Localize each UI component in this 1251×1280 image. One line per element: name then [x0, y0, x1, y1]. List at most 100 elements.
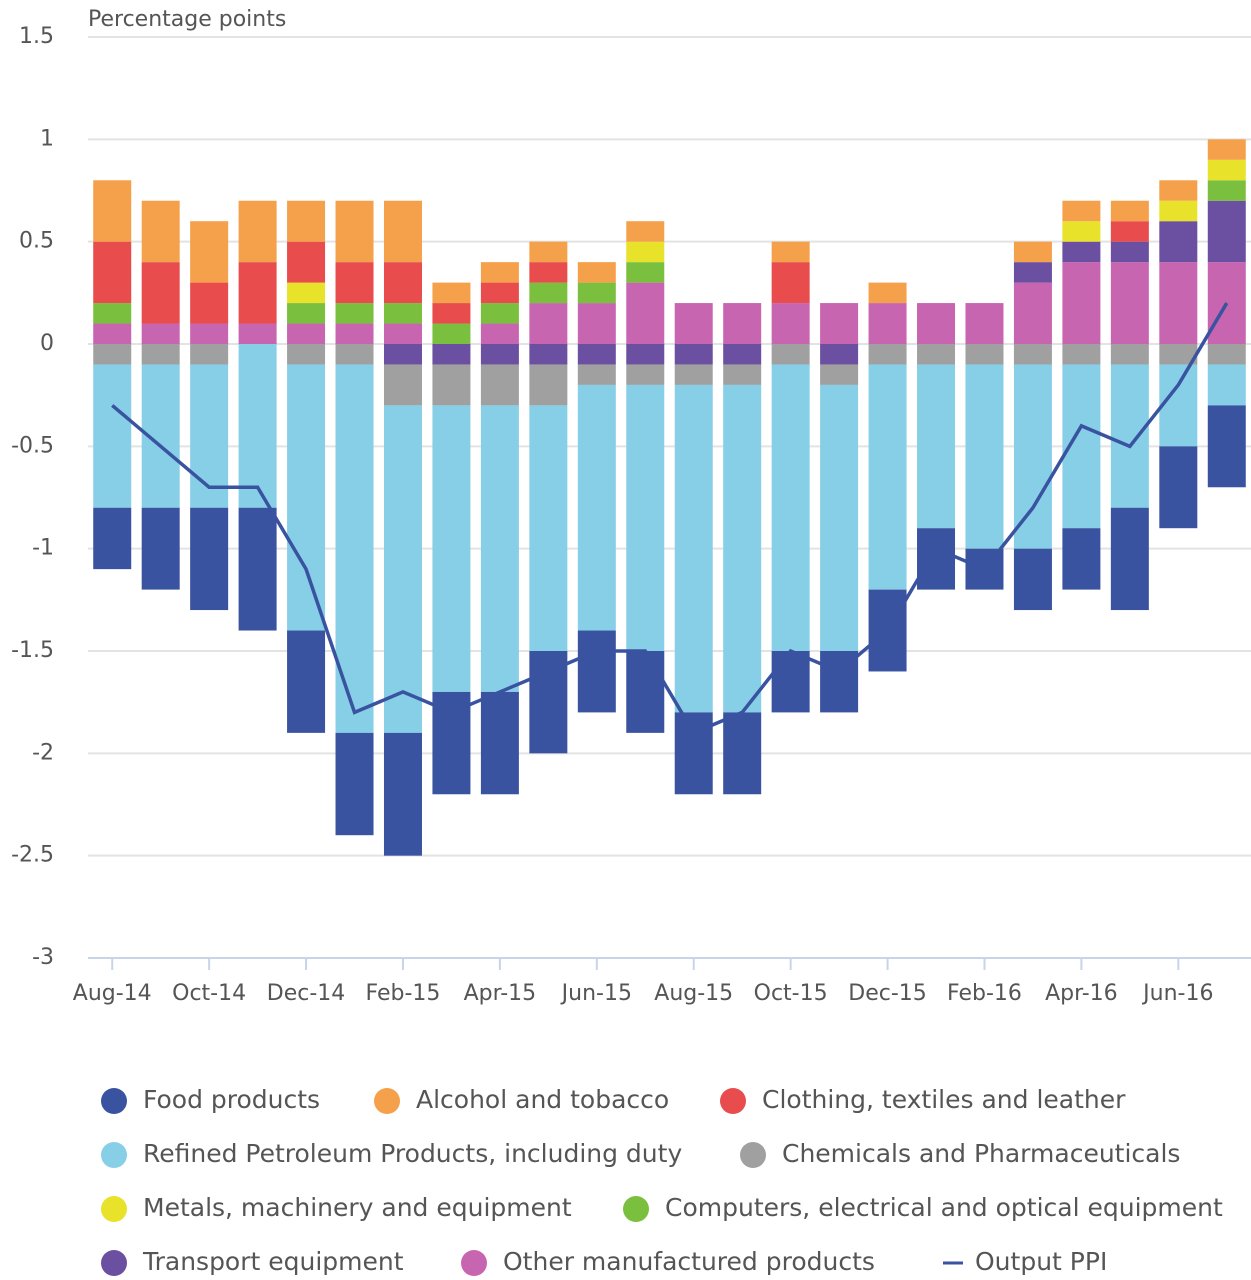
bar-segment: [868, 364, 907, 590]
bar-segment: [1062, 262, 1101, 344]
bar-segment: [723, 303, 762, 344]
bar-segment: [965, 364, 1004, 549]
bar-segment: [432, 323, 471, 344]
bar-segment: [190, 364, 229, 508]
x-tick-label: Apr-15: [464, 981, 537, 1006]
bar-segment: [238, 507, 277, 631]
y-tick-label: 1: [40, 126, 54, 151]
bar-segment: [723, 712, 762, 795]
bar-segment: [1013, 241, 1052, 263]
bar-segment: [1159, 344, 1198, 365]
y-tick-label: -2.5: [11, 843, 54, 868]
bar-segment: [480, 303, 519, 324]
bar-segment: [1207, 344, 1246, 365]
bar-segment: [1013, 344, 1052, 365]
bar-segment: [480, 364, 519, 406]
bar-segment: [917, 303, 956, 344]
bar-segment: [577, 262, 616, 283]
bar-segment: [1110, 262, 1149, 344]
bar-segment: [287, 364, 326, 631]
bar-segment: [335, 200, 374, 263]
bar-segment: [577, 364, 616, 385]
bar-segment: [480, 344, 519, 365]
bar-segment: [1159, 262, 1198, 344]
bar-segment: [1159, 200, 1198, 222]
bar-segment: [93, 507, 132, 570]
bar-segment: [1013, 364, 1052, 549]
bar-segment: [529, 262, 568, 283]
bar-segment: [577, 282, 616, 304]
bar-segment: [771, 262, 810, 304]
bar-segment: [577, 344, 616, 365]
bar-segment: [1013, 282, 1052, 344]
bar-segment: [820, 384, 859, 651]
bar-segment: [1159, 446, 1198, 529]
y-tick-label: 1.5: [19, 24, 54, 49]
bar-segment: [190, 344, 229, 365]
bar-segment: [577, 630, 616, 713]
bar-segment: [626, 344, 665, 365]
legend-marker: [461, 1250, 487, 1276]
bar-segment: [190, 507, 229, 611]
bar-segment: [1062, 200, 1101, 222]
bar-segment: [238, 344, 277, 508]
bar-segment: [432, 405, 471, 692]
bar-segment: [480, 405, 519, 692]
bar-segment: [529, 241, 568, 263]
y-tick-label: -2: [32, 740, 54, 765]
bar-segment: [287, 323, 326, 344]
bar-segment: [626, 384, 665, 651]
bar-segment: [335, 303, 374, 324]
y-tick-label: -0.5: [11, 433, 54, 458]
bar-segment: [674, 364, 713, 385]
bar-segment: [238, 262, 277, 324]
bar-segment: [626, 282, 665, 344]
bar-segment: [868, 344, 907, 365]
bar-segment: [723, 344, 762, 365]
bar-segment: [723, 364, 762, 385]
legend-label: Refined Petroleum Products, including du…: [143, 1139, 682, 1168]
y-tick-label: -3: [32, 945, 54, 970]
bar-segment: [93, 364, 132, 508]
legend-marker: [101, 1088, 127, 1114]
bar-segment: [771, 364, 810, 651]
bar-segment: [93, 344, 132, 365]
x-tick-label: Apr-16: [1045, 981, 1118, 1006]
bar-segment: [529, 651, 568, 754]
bar-segment: [238, 323, 277, 344]
bar-segment: [383, 405, 422, 733]
y-axis-title: Percentage points: [88, 7, 286, 32]
x-tick-label: Dec-14: [267, 981, 346, 1006]
bar-segment: [820, 364, 859, 385]
bar-segment: [771, 344, 810, 365]
legend-label: Clothing, textiles and leather: [762, 1085, 1126, 1114]
bar-segment: [383, 262, 422, 304]
legend-label: Metals, machinery and equipment: [143, 1193, 572, 1222]
bar-segment: [480, 282, 519, 304]
bar-segment: [190, 323, 229, 344]
bar-segment: [432, 282, 471, 304]
bar-segment: [1207, 159, 1246, 181]
y-tick-label: 0: [40, 331, 54, 356]
bar-segment: [432, 691, 471, 795]
bar-segment: [432, 344, 471, 365]
bar-segment: [1110, 200, 1149, 222]
line-series: [111, 302, 1229, 736]
bar-segment: [287, 630, 326, 733]
bar-segment: [626, 241, 665, 263]
bar-segment: [335, 344, 374, 365]
bar-segment: [771, 651, 810, 713]
bar-segment: [141, 323, 180, 344]
bar-segment: [868, 282, 907, 304]
bar-segment: [1110, 221, 1149, 242]
y-tick-label: -1.5: [11, 638, 54, 663]
legend-marker: [740, 1142, 766, 1168]
bar-segment: [917, 528, 956, 590]
bar-segment: [141, 200, 180, 263]
bar-segment: [868, 303, 907, 344]
legend-marker: [623, 1196, 649, 1222]
x-tick-label: Dec-15: [848, 981, 927, 1006]
bar-segment: [1062, 344, 1101, 365]
bar-segment: [287, 303, 326, 324]
x-tick-label: Jun-15: [560, 981, 632, 1006]
